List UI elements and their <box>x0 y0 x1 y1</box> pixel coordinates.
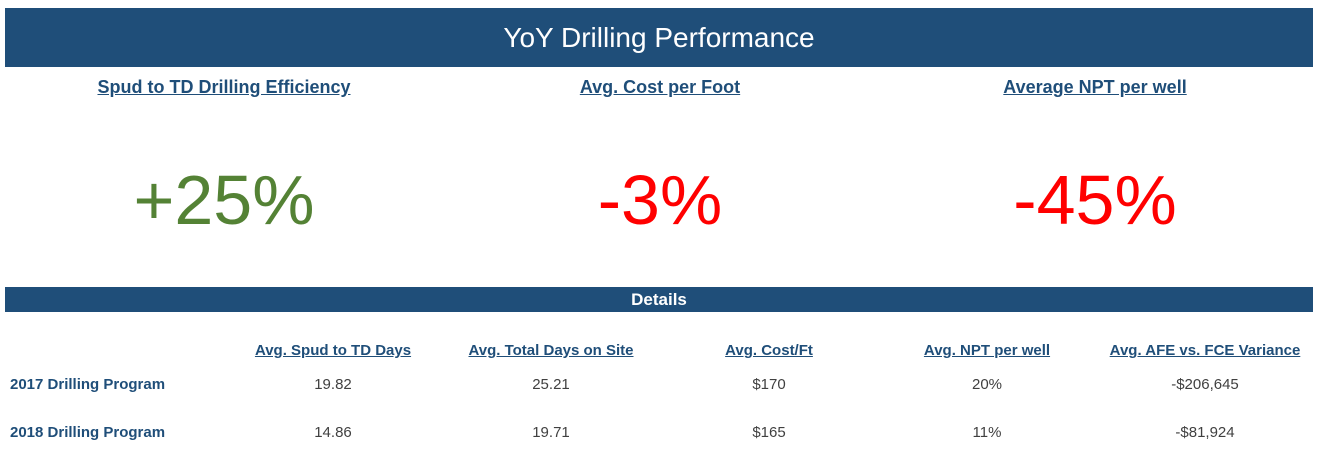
row-label: 2018 Drilling Program <box>10 424 166 441</box>
details-bar: Details <box>5 287 1313 312</box>
cell: $165 <box>752 424 786 441</box>
cell: -$81,924 <box>1175 424 1235 441</box>
kpi-label: Avg. Cost per Foot <box>579 77 741 97</box>
row-label: 2017 Drilling Program <box>10 376 166 393</box>
column-header: Avg. AFE vs. FCE Variance <box>1109 342 1301 359</box>
column-header: Avg. Spud to TD Days <box>254 342 412 359</box>
details-title: Details <box>631 290 687 309</box>
kpi-label: Average NPT per well <box>1003 77 1187 97</box>
cell: 14.86 <box>314 424 352 441</box>
cell: 19.71 <box>532 424 570 441</box>
column-header: Avg. NPT per well <box>923 342 1051 359</box>
column-header: Avg. Total Days on Site <box>468 342 634 359</box>
column-header: Avg. Cost/Ft <box>725 342 813 359</box>
kpi-value: +25% <box>133 161 315 239</box>
title: YoY Drilling Performance <box>503 22 815 53</box>
cell: 25.21 <box>532 376 570 393</box>
cell: -$206,645 <box>1171 376 1239 393</box>
title-bar: YoY Drilling Performance <box>5 8 1313 67</box>
cell: 11% <box>972 424 1002 441</box>
kpi-value: -45% <box>1013 161 1177 239</box>
kpi-label: Spud to TD Drilling Efficiency <box>97 77 351 97</box>
cell: 20% <box>971 376 1003 393</box>
cell: $170 <box>752 376 786 393</box>
kpi-value: -3% <box>597 161 723 239</box>
cell: 19.82 <box>314 376 352 393</box>
